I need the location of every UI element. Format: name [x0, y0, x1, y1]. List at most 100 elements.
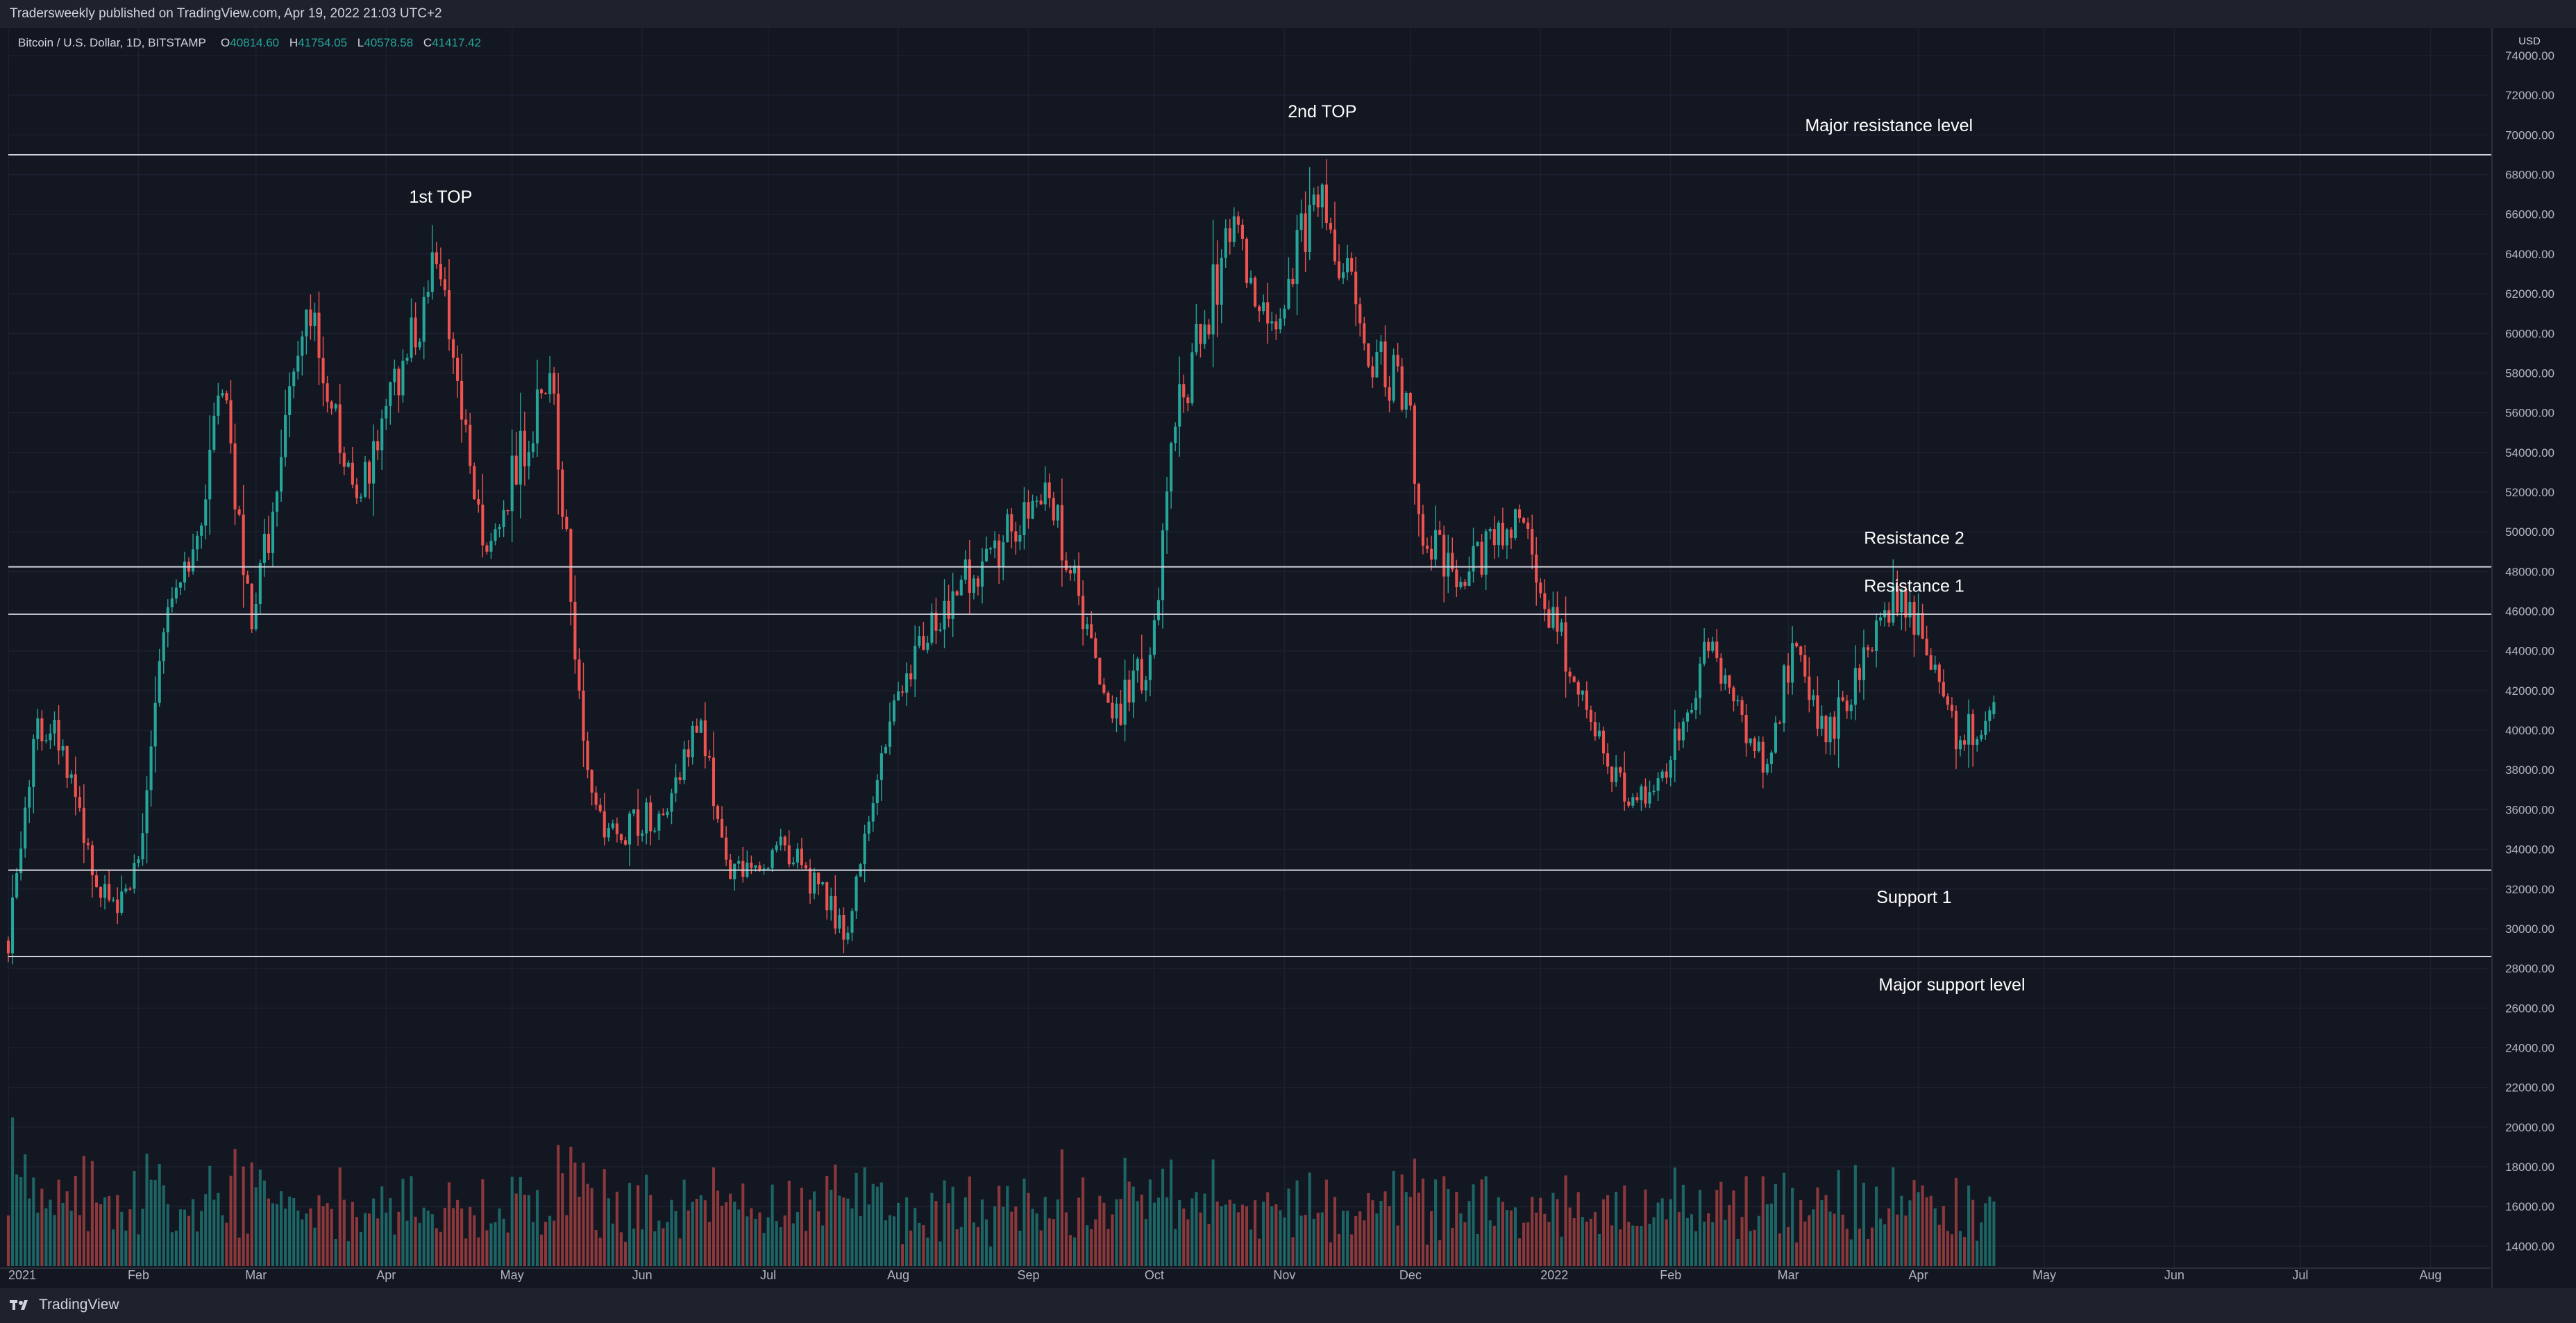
candle-body: [1967, 714, 1971, 745]
volume-bar: [217, 1193, 220, 1266]
volume-bar: [959, 1227, 963, 1266]
price-tick-label: 30000.00: [2505, 922, 2554, 936]
candle-body: [410, 317, 413, 358]
brand[interactable]: TradingView: [10, 1297, 119, 1313]
volume-bar: [729, 1193, 732, 1266]
candle-body: [1715, 641, 1719, 658]
volume-bar: [674, 1211, 677, 1266]
volume-bar: [422, 1207, 426, 1266]
volume-bar: [800, 1188, 804, 1266]
volume-bar: [430, 1214, 434, 1266]
candle-body: [1111, 702, 1114, 718]
volume-bar: [200, 1211, 203, 1266]
candle-body: [544, 393, 548, 395]
candle-body: [1787, 665, 1790, 683]
candle-body: [1597, 730, 1601, 736]
volume-bar: [1652, 1217, 1656, 1266]
candle-body: [212, 415, 216, 450]
candle-body: [1174, 426, 1177, 444]
price-chart[interactable]: 69000.00Major resistance level48234.00Re…: [0, 28, 2576, 1288]
volume-bar: [1165, 1197, 1169, 1266]
volume-bar: [1513, 1207, 1517, 1266]
candle-body: [775, 845, 778, 850]
volume-bar: [1816, 1187, 1819, 1266]
candle-body: [1870, 650, 1874, 652]
symbol-title: Bitcoin / U.S. Dollar, 1D, BITSTAMP: [18, 36, 206, 49]
candle-body: [447, 290, 451, 339]
candle-body: [1908, 602, 1912, 618]
candle-body: [1346, 258, 1349, 273]
candle-body: [670, 793, 673, 812]
volume-bar: [1215, 1201, 1219, 1266]
candle-body: [657, 814, 661, 831]
volume-bar: [86, 1231, 90, 1266]
candle-body: [1719, 657, 1723, 684]
volume-bar: [443, 1208, 446, 1266]
volume-bar: [1417, 1193, 1420, 1266]
candle-body: [103, 884, 107, 898]
candle-body: [867, 821, 870, 834]
volume-bar: [1324, 1179, 1328, 1266]
candle-body: [1240, 224, 1244, 239]
volume-bar: [1047, 1218, 1051, 1266]
volume-bar: [1774, 1183, 1778, 1266]
volume-bar: [338, 1167, 342, 1266]
volume-bar: [1002, 1206, 1005, 1266]
price-tick-label: 68000.00: [2505, 169, 2554, 182]
candle-body: [1434, 530, 1438, 560]
volume-bar: [170, 1232, 174, 1266]
candle-body: [968, 559, 971, 593]
time-tick-label: Mar: [245, 1268, 267, 1282]
volume-bar: [1308, 1172, 1311, 1266]
candle-body: [1535, 554, 1538, 583]
candle-body: [1488, 529, 1492, 532]
candle-body: [1140, 659, 1143, 691]
candle-body: [225, 393, 228, 401]
candle-body: [1136, 659, 1139, 671]
time-tick-label: Aug: [887, 1268, 909, 1282]
volume-bar: [1917, 1192, 1920, 1266]
candle-body: [632, 809, 636, 814]
candle-body: [1778, 723, 1782, 724]
candle-body: [346, 462, 350, 467]
candle-body: [1976, 739, 1979, 745]
candle-body: [393, 369, 396, 382]
candle-body: [598, 804, 602, 811]
candle-body: [1963, 740, 1967, 745]
volume-bar: [1068, 1235, 1072, 1266]
volume-bar: [1551, 1193, 1555, 1266]
volume-bar: [1072, 1237, 1077, 1266]
volume-bar: [867, 1204, 870, 1266]
candle-body: [1299, 213, 1303, 230]
candle-body: [1744, 714, 1748, 743]
candle-body: [372, 441, 376, 484]
candle-body: [78, 797, 81, 808]
candle-body: [288, 386, 292, 416]
price-tick-label: 26000.00: [2505, 1002, 2554, 1015]
volume-bar: [447, 1182, 451, 1266]
candle-body: [460, 380, 464, 420]
volume-bar: [1010, 1211, 1013, 1266]
volume-bar: [791, 1223, 795, 1266]
volume-bar: [641, 1229, 644, 1266]
volume-bar: [947, 1203, 950, 1266]
price-axis[interactable]: 14000.00 16000.00 18000.00 20000.00 22000.00…: [2491, 28, 2576, 1288]
volume-bar: [884, 1220, 887, 1266]
price-tick-label: 60000.00: [2505, 327, 2554, 340]
volume-bar: [573, 1162, 577, 1266]
volume-bar: [968, 1176, 971, 1266]
level-label: Support 1: [1876, 888, 1951, 907]
volume-bar: [1954, 1177, 1958, 1266]
volume-bar: [934, 1201, 938, 1266]
candle-body: [1694, 698, 1698, 710]
volume-bar: [502, 1218, 505, 1266]
volume-bar: [1434, 1179, 1438, 1266]
candle-body: [1677, 728, 1681, 741]
candle-body: [489, 541, 493, 552]
candle-body: [217, 395, 220, 416]
time-axis[interactable]: 2021 Feb Mar Apr May Jun Jul Aug Sep Oct Nov Dec 202…: [0, 1267, 2492, 1282]
candle-body: [980, 561, 984, 587]
candle-body: [737, 861, 741, 864]
volume-bar: [607, 1198, 610, 1266]
candle-body: [90, 845, 94, 876]
